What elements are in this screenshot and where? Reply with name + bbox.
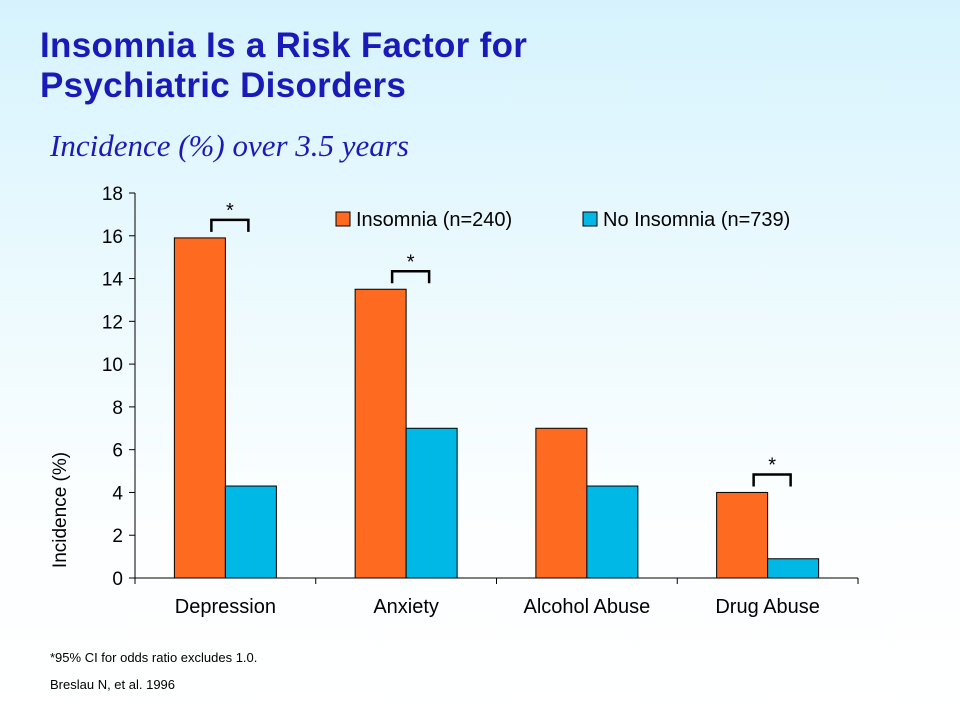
bar-no-insomnia — [224, 485, 277, 579]
significance-bracket — [210, 218, 250, 232]
y-tick-label: 8 — [112, 398, 123, 419]
bar-no-insomnia — [586, 485, 639, 579]
chart-bars — [173, 237, 820, 579]
y-tick-label: 4 — [112, 483, 123, 504]
y-tick-label: 16 — [102, 227, 123, 248]
y-axis-title: Incidence (%) — [50, 452, 71, 568]
x-tick-label: Drug Abuse — [715, 596, 820, 618]
bar-no-insomnia — [405, 427, 458, 579]
y-tick-label: 18 — [102, 184, 123, 205]
bar-no-insomnia — [767, 558, 820, 579]
bar-insomnia — [173, 237, 226, 579]
bar-insomnia — [354, 288, 407, 579]
significance-asterisk: * — [226, 200, 234, 222]
citation: Breslau N, et al. 1996 — [50, 677, 176, 692]
footnote: *95% CI for odds ratio excludes 1.0. — [50, 650, 258, 665]
y-tick-label: 10 — [102, 355, 123, 376]
legend-label-no-insomnia: No Insomnia (n=739) — [603, 209, 790, 231]
significance-bracket — [752, 473, 792, 487]
bar-insomnia — [716, 491, 769, 579]
legend-swatch-insomnia — [335, 211, 351, 227]
slide-subtitle: Incidence (%) over 3.5 years — [50, 128, 409, 163]
significance-asterisk: * — [407, 251, 415, 273]
y-tick-label: 12 — [102, 312, 123, 333]
x-tick-label: Anxiety — [373, 596, 439, 618]
slide-title: Insomnia Is a Risk Factor for Psychiatri… — [40, 26, 527, 106]
y-tick-label: 6 — [112, 441, 123, 462]
legend-label-insomnia: Insomnia (n=240) — [356, 209, 512, 231]
y-tick-label: 14 — [102, 270, 124, 291]
chart-legend: Insomnia (n=240) No Insomnia (n=739) — [335, 209, 790, 231]
significance-asterisk: * — [768, 454, 776, 476]
bar-insomnia — [535, 427, 588, 579]
significance-markers: * * * — [210, 200, 792, 487]
x-tick-label: Alcohol Abuse — [523, 596, 650, 618]
slide-title-line-2: Psychiatric Disorders — [40, 66, 407, 105]
slide-title-line-1: Insomnia Is a Risk Factor for — [40, 26, 528, 65]
y-tick-label: 2 — [112, 526, 123, 547]
legend-swatch-no-insomnia — [582, 211, 598, 227]
significance-bracket — [390, 270, 431, 284]
y-tick-label: 0 — [112, 569, 123, 590]
x-tick-label: Depression — [175, 596, 276, 618]
